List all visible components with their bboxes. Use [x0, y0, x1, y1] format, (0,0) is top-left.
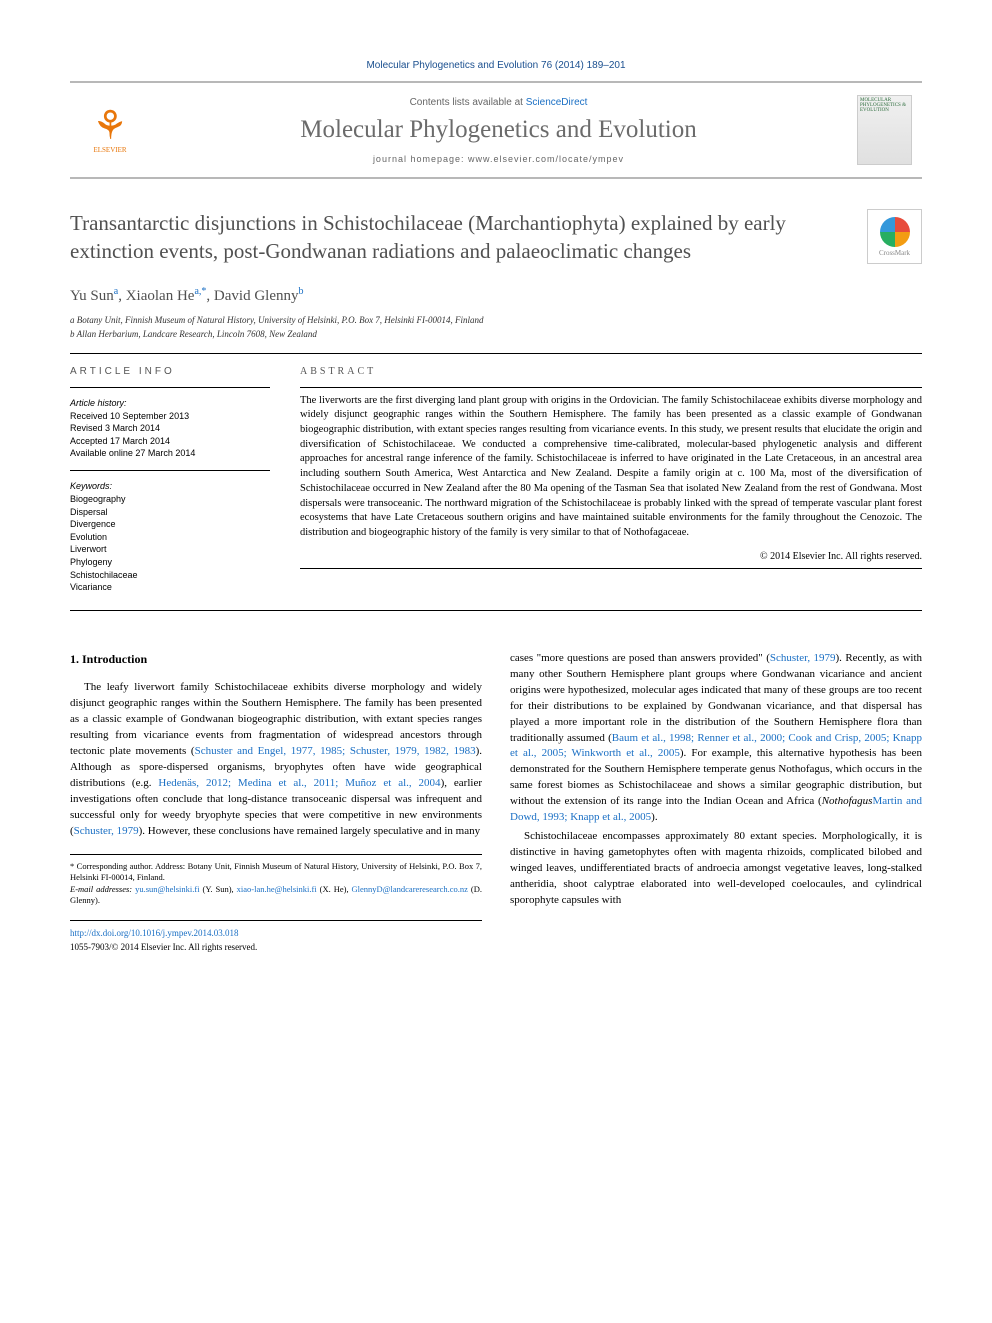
article-footer: http://dx.doi.org/10.1016/j.ympev.2014.0…: [70, 920, 482, 953]
intro-paragraph-2: Schistochilaceae encompasses approximate…: [510, 829, 922, 909]
keyword-item: Schistochilaceae: [70, 569, 270, 582]
keywords-label: Keywords:: [70, 481, 270, 491]
email-link[interactable]: GlennyD@landcareresearch.co.nz: [352, 884, 468, 894]
journal-header: ⚘ ELSEVIER Contents lists available at S…: [70, 81, 922, 179]
body-column-right: cases "more questions are posed than ans…: [510, 651, 922, 954]
affiliation-b: b Allan Herbarium, Landcare Research, Li…: [70, 329, 922, 339]
article-info-block: ARTICLE INFO Article history: Received 1…: [70, 366, 270, 594]
corresponding-author-footnote: * Corresponding author. Address: Botany …: [70, 854, 482, 907]
ref-link[interactable]: Hedenäs, 2012; Medina et al., 2011; Muño…: [158, 777, 440, 789]
keyword-item: Evolution: [70, 531, 270, 544]
affiliation-a: a Botany Unit, Finnish Museum of Natural…: [70, 315, 922, 325]
abstract-text: The liverworts are the first diverging l…: [300, 394, 922, 541]
history-line: Available online 27 March 2014: [70, 447, 270, 460]
email-link[interactable]: yu.sun@helsinki.fi: [135, 884, 200, 894]
intro-paragraph-1-cont: cases "more questions are posed than ans…: [510, 651, 922, 826]
section-heading-intro: 1. Introduction: [70, 651, 482, 668]
doi-link[interactable]: http://dx.doi.org/10.1016/j.ympev.2014.0…: [70, 928, 239, 938]
email-link[interactable]: xiao-lan.he@helsinki.fi: [237, 884, 317, 894]
intro-paragraph-1: The leafy liverwort family Schistochilac…: [70, 680, 482, 839]
elsevier-logo: ⚘ ELSEVIER: [80, 95, 140, 165]
keyword-item: Dispersal: [70, 506, 270, 519]
crossmark-badge[interactable]: CrossMark: [867, 209, 922, 264]
keyword-item: Biogeography: [70, 493, 270, 506]
keyword-item: Liverwort: [70, 543, 270, 556]
journal-name: Molecular Phylogenetics and Evolution: [140, 116, 857, 144]
history-line: Accepted 17 March 2014: [70, 435, 270, 448]
history-line: Revised 3 March 2014: [70, 422, 270, 435]
article-title: Transantarctic disjunctions in Schistoch…: [70, 209, 867, 266]
body-column-left: 1. Introduction The leafy liverwort fami…: [70, 651, 482, 954]
keyword-item: Vicariance: [70, 581, 270, 594]
ref-link[interactable]: Schuster, 1979: [74, 825, 139, 837]
authors: Yu Suna, Xiaolan Hea,*, David Glennyb: [70, 286, 922, 305]
journal-homepage: journal homepage: www.elsevier.com/locat…: [140, 154, 857, 164]
keyword-item: Phylogeny: [70, 556, 270, 569]
issn-copyright: 1055-7903/© 2014 Elsevier Inc. All right…: [70, 941, 482, 954]
crossmark-icon: [880, 217, 910, 247]
keyword-item: Divergence: [70, 518, 270, 531]
citation-line: Molecular Phylogenetics and Evolution 76…: [70, 60, 922, 71]
article-info-heading: ARTICLE INFO: [70, 366, 270, 377]
history-line: Received 10 September 2013: [70, 410, 270, 423]
journal-cover-thumbnail: MOLECULAR PHYLOGENETICS & EVOLUTION: [857, 95, 912, 165]
article-history-label: Article history:: [70, 398, 270, 408]
ref-link[interactable]: Schuster, 1979: [770, 652, 836, 664]
abstract-heading: ABSTRACT: [300, 366, 922, 377]
sciencedirect-link[interactable]: ScienceDirect: [526, 97, 588, 108]
ref-link[interactable]: Schuster and Engel, 1977, 1985; Schuster…: [195, 745, 476, 757]
abstract-block: ABSTRACT The liverworts are the first di…: [300, 366, 922, 594]
abstract-copyright: © 2014 Elsevier Inc. All rights reserved…: [300, 551, 922, 562]
contents-available: Contents lists available at ScienceDirec…: [140, 97, 857, 108]
